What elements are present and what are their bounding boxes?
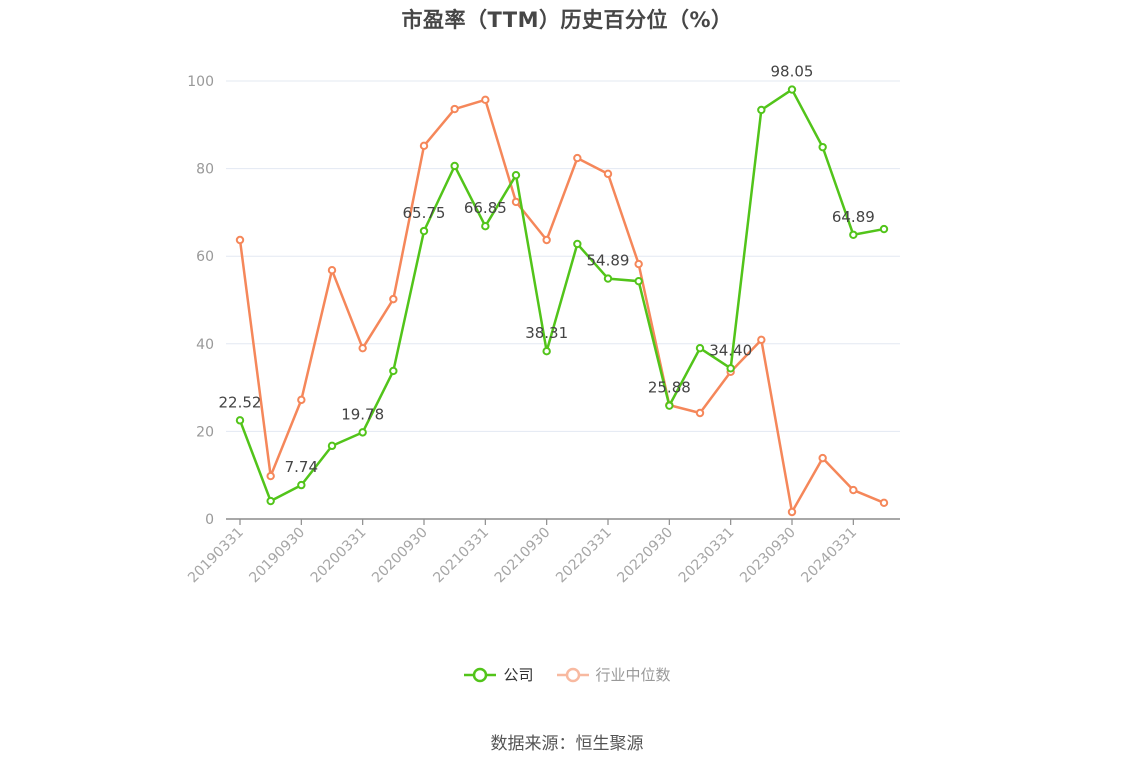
legend: 公司 行业中位数 (0, 664, 1134, 685)
data-label: 7.74 (285, 458, 318, 476)
data-point (358, 343, 367, 353)
data-point (358, 428, 367, 437)
data-point (603, 274, 613, 283)
line-circle-icon (556, 667, 589, 682)
y-tick-label: 40 (196, 337, 214, 353)
x-tick-label: 20190930 (246, 525, 308, 587)
data-point (573, 239, 582, 249)
data-point (634, 276, 643, 286)
legend-item-industry[interactable]: 行业中位数 (556, 664, 671, 685)
chart-title: 市盈率（TTM）历史百分位（%） (401, 8, 733, 32)
data-point (757, 335, 766, 345)
data-point (266, 496, 275, 506)
data-label: 19.78 (341, 405, 384, 423)
data-point (787, 85, 797, 94)
y-tick-label: 60 (196, 249, 214, 265)
y-tick-label: 0 (205, 512, 214, 528)
data-point (818, 453, 827, 463)
data-point (235, 235, 245, 245)
x-tick-label: 20220930 (614, 525, 676, 587)
y-axis: 0 20 40 60 80 100 (187, 74, 214, 528)
data-point (665, 401, 674, 410)
data-label: 64.89 (832, 208, 875, 226)
y-tick-label: 20 (196, 424, 214, 440)
data-point (481, 221, 490, 231)
company-line (238, 88, 885, 503)
legend-item-company[interactable]: 公司 (463, 664, 534, 685)
data-point (818, 142, 827, 152)
y-tick-label: 80 (196, 162, 214, 178)
data-point (634, 259, 643, 269)
data-point (787, 507, 797, 517)
x-tick-label: 20210930 (492, 525, 554, 587)
data-point (573, 153, 582, 163)
line-circle-icon (464, 667, 497, 682)
data-point (266, 471, 275, 481)
y-tick-label: 100 (187, 74, 214, 90)
data-point (542, 235, 551, 245)
data-point (726, 364, 735, 373)
data-point (297, 480, 306, 490)
data-point (389, 294, 398, 304)
series-group (235, 85, 889, 517)
data-point (879, 498, 889, 507)
x-tick-label: 20220331 (553, 525, 615, 587)
data-point (327, 266, 337, 275)
data-point (879, 224, 889, 234)
data-point (511, 197, 521, 207)
data-point (511, 170, 521, 180)
data-label: 38.31 (525, 324, 568, 342)
data-label: 22.52 (219, 393, 262, 411)
data-point (757, 105, 766, 115)
data-point (327, 441, 337, 451)
data-point (419, 141, 429, 151)
data-point (695, 343, 705, 353)
data-point (695, 408, 705, 418)
legend-label-company: 公司 (503, 666, 534, 684)
x-tick-label: 20240331 (798, 525, 860, 587)
data-source: 数据来源：恒生聚源 (490, 734, 644, 754)
data-labels: 22.52 7.74 19.78 65.75 66.85 38.31 54.89 25.88 3… (219, 63, 875, 477)
x-axis: 20190331 20190930 20200331 20200930 20210331… (185, 518, 900, 587)
data-point (849, 485, 858, 495)
data-point (603, 169, 613, 179)
x-tick-label: 20210331 (430, 525, 492, 587)
data-point (542, 347, 551, 356)
data-label: 65.75 (403, 204, 446, 222)
data-point (849, 230, 858, 239)
data-point (297, 395, 306, 405)
data-point (481, 95, 490, 105)
data-point (450, 104, 459, 114)
data-label: 25.88 (648, 379, 691, 397)
x-tick-label: 20230930 (737, 525, 799, 587)
x-tick-label: 20190331 (185, 525, 247, 587)
industry-line (238, 98, 885, 514)
legend-label-industry: 行业中位数 (595, 666, 671, 684)
data-point (419, 226, 429, 236)
data-point (389, 366, 398, 376)
x-tick-label: 20200930 (369, 525, 431, 587)
grid-lines (226, 80, 900, 432)
x-tick-label: 20200331 (308, 525, 370, 587)
x-tick-label: 20230331 (676, 525, 738, 587)
data-label: 34.40 (709, 341, 752, 359)
data-point (450, 161, 459, 171)
data-label: 54.89 (587, 252, 630, 270)
data-label: 98.05 (771, 63, 814, 81)
data-point (235, 416, 245, 425)
data-label: 66.85 (464, 199, 507, 217)
